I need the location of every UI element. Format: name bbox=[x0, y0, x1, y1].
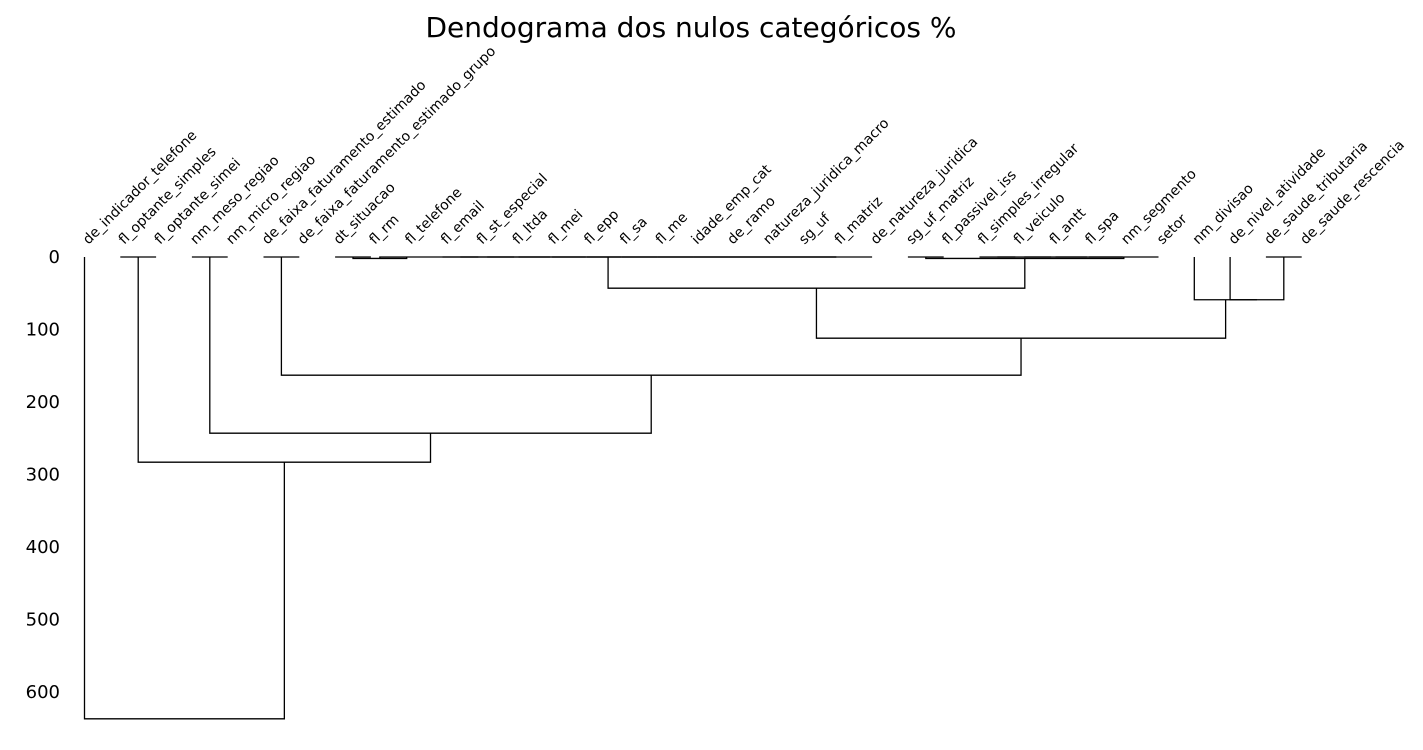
dendrogram-link bbox=[209, 257, 652, 434]
y-tick-label: 0 bbox=[49, 247, 60, 268]
dendrogram-link bbox=[1193, 257, 1257, 301]
dendrogram-link bbox=[280, 257, 1022, 376]
chart-title: Dendograma dos nulos categóricos % bbox=[425, 11, 956, 44]
leaf-label: fl_sa bbox=[617, 214, 651, 248]
y-axis: 0 100 200 300 400 500 600 bbox=[26, 247, 60, 703]
leaf-labels: de_indicador_telefonefl_optante_simplesf… bbox=[80, 43, 1408, 247]
dendrogram-link bbox=[1229, 257, 1285, 301]
leaf-label: fl_epp bbox=[581, 207, 622, 248]
dendrogram-links bbox=[83, 256, 1302, 720]
y-tick-label: 500 bbox=[26, 610, 60, 631]
leaf-label: fl_mei bbox=[545, 207, 586, 248]
dendrogram-link bbox=[815, 288, 1227, 339]
y-tick-label: 200 bbox=[26, 392, 60, 413]
y-tick-label: 300 bbox=[26, 465, 60, 486]
y-tick-label: 600 bbox=[26, 682, 60, 703]
y-tick-label: 400 bbox=[26, 537, 60, 558]
dendrogram-link bbox=[137, 257, 432, 463]
leaf-label: fl_spa bbox=[1082, 208, 1122, 248]
dendrogram-link bbox=[379, 256, 837, 259]
y-tick-label: 100 bbox=[26, 320, 60, 341]
leaf-label: fl_me bbox=[653, 210, 691, 248]
dendrogram-link bbox=[83, 257, 286, 720]
dendrogram-link bbox=[607, 257, 1026, 289]
